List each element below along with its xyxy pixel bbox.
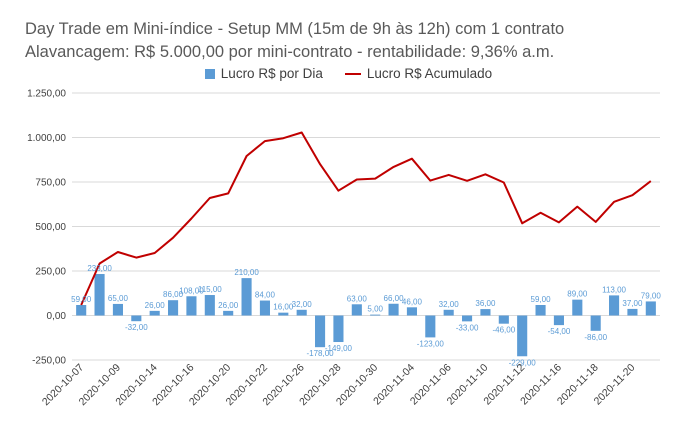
legend-swatch-line: [344, 72, 361, 75]
bar: [498, 315, 509, 324]
data-label: 89,00: [567, 290, 588, 299]
bar: [553, 315, 564, 326]
data-label: 59,00: [71, 295, 92, 304]
y-tick-label: -250,00: [32, 356, 66, 367]
bar: [370, 314, 381, 316]
bar: [204, 295, 215, 316]
bar: [76, 304, 87, 316]
data-label: 36,00: [475, 299, 496, 308]
bar: [112, 303, 123, 316]
data-label: -229,00: [509, 358, 537, 367]
bar: [186, 296, 197, 316]
data-label: 32,00: [292, 300, 313, 309]
data-label: 115,00: [198, 285, 222, 294]
y-tick-label: 1.250,00: [27, 89, 66, 100]
bar: [278, 312, 289, 316]
bar: [406, 307, 417, 316]
chart-title-line-1: Day Trade em Mini-índice - Setup MM (15m…: [25, 20, 565, 38]
bar: [259, 300, 270, 316]
bar: [517, 315, 528, 357]
bar: [443, 309, 454, 316]
bar: [168, 300, 179, 316]
bar: [480, 309, 491, 316]
data-label: -32,00: [125, 323, 148, 332]
data-label: -86,00: [584, 333, 607, 342]
y-tick-label: 250,00: [35, 267, 66, 278]
chart-title-line-2: Alavancagem: R$ 5.000,00 por mini-contra…: [25, 43, 555, 61]
y-tick-label: 750,00: [35, 178, 66, 189]
bar: [535, 304, 546, 316]
series-line-acumulado: [80, 131, 652, 306]
data-label: 32,00: [439, 300, 460, 309]
bar: [627, 308, 638, 316]
bar: [333, 315, 344, 343]
data-label: -178,00: [306, 349, 334, 358]
bar: [572, 299, 583, 316]
data-label: 65,00: [108, 294, 129, 303]
y-tick-label: 0,00: [47, 311, 67, 322]
legend-item-line: Lucro R$ Acumulado: [344, 66, 493, 81]
legend-label-line: Lucro R$ Acumulado: [366, 66, 493, 81]
bar: [609, 295, 620, 316]
data-label: 233,00: [87, 264, 112, 273]
legend-item-bar: Lucro R$ por Dia: [204, 66, 323, 81]
data-label: 5,00: [367, 305, 383, 314]
data-label: 79,00: [641, 291, 662, 300]
data-label: 16,00: [273, 303, 294, 312]
bar: [149, 310, 160, 316]
bar: [223, 310, 234, 316]
bar: [94, 274, 105, 316]
data-label: 37,00: [622, 299, 643, 308]
data-label: -149,00: [325, 344, 353, 353]
data-label: 86,00: [163, 290, 184, 299]
data-label: -54,00: [548, 327, 571, 336]
bar: [462, 315, 473, 322]
bar: [590, 315, 601, 331]
chart-legend: Lucro R$ por Dia Lucro R$ Acumulado: [0, 66, 697, 81]
data-label: -46,00: [492, 326, 515, 335]
y-tick-label: 500,00: [35, 222, 66, 233]
bar: [315, 315, 326, 348]
bar: [296, 309, 307, 316]
bar: [241, 278, 252, 316]
data-label: 66,00: [384, 294, 405, 303]
data-label: -33,00: [456, 323, 479, 332]
bar: [351, 304, 362, 316]
data-label: 210,00: [234, 268, 259, 277]
bar: [131, 315, 142, 322]
data-label: 108,00: [179, 286, 204, 295]
legend-label-bar: Lucro R$ por Dia: [220, 66, 323, 81]
y-tick-label: 1.000,00: [27, 133, 66, 144]
data-label: 84,00: [255, 291, 276, 300]
bar: [425, 315, 436, 338]
data-label: -123,00: [417, 339, 445, 348]
data-label: 113,00: [602, 285, 626, 294]
data-label: 59,00: [531, 295, 552, 304]
data-label: 63,00: [347, 294, 368, 303]
data-label: 46,00: [402, 297, 423, 306]
data-label: 26,00: [218, 301, 239, 310]
bar: [645, 301, 656, 316]
legend-swatch-bar: [204, 68, 215, 79]
bar: [388, 303, 399, 316]
data-label: 26,00: [145, 301, 166, 310]
